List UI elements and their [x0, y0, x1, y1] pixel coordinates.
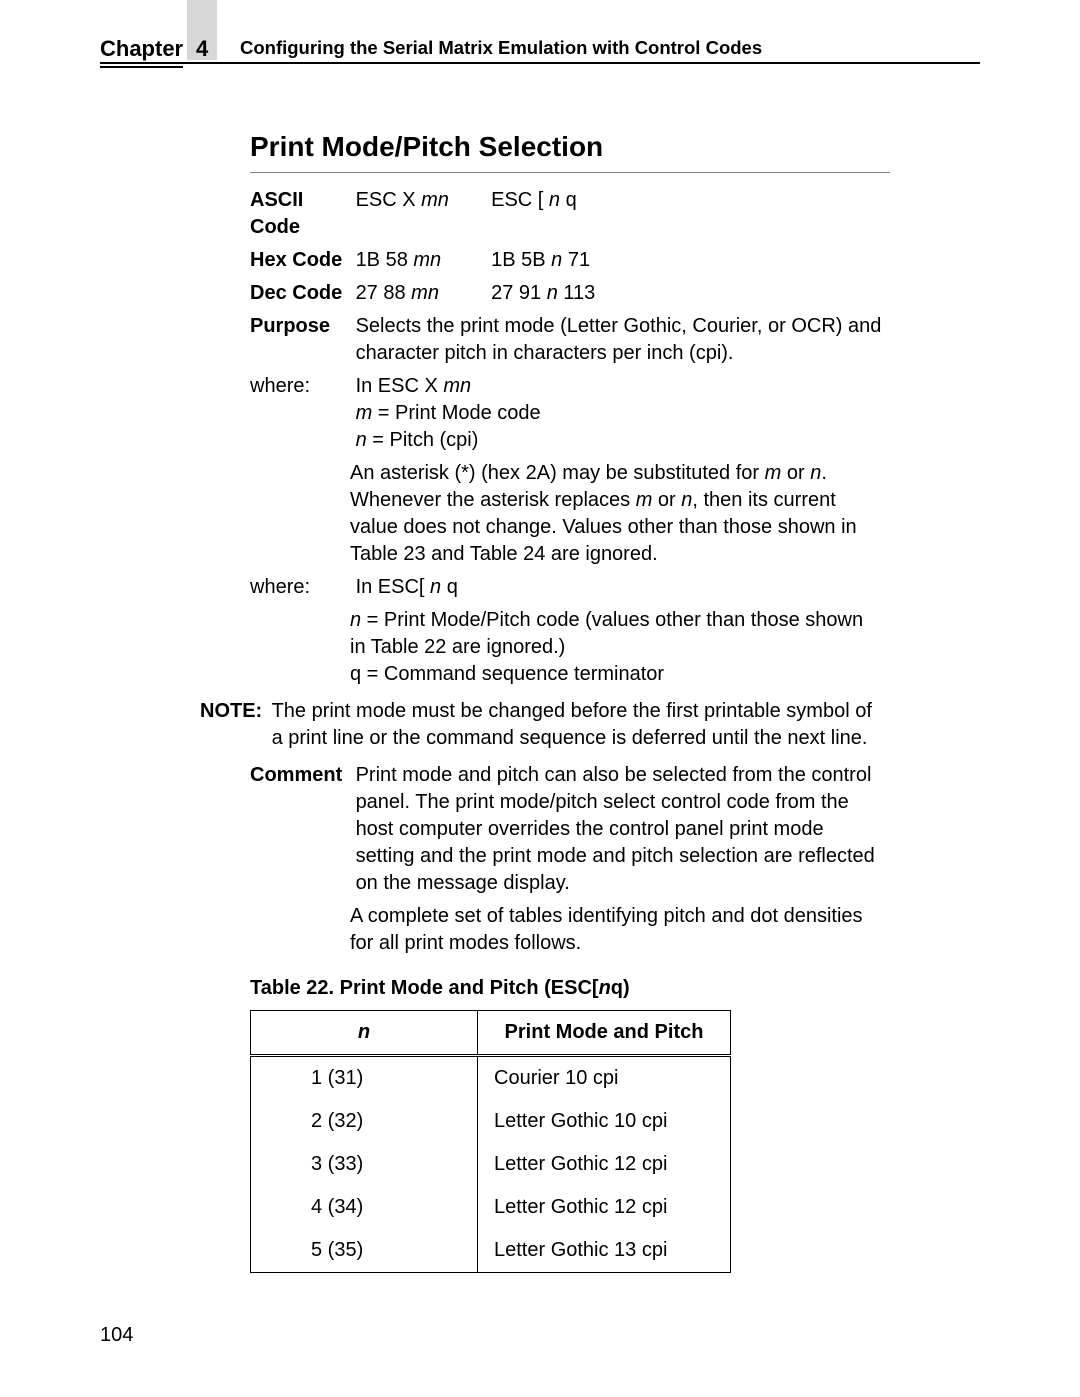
- dec-label: Dec Code: [250, 280, 350, 307]
- content-area: Print Mode/Pitch Selection ASCII Code ES…: [250, 128, 890, 1273]
- cell-n: 4 (34): [251, 1186, 478, 1229]
- ascii-col2: ESC [ n q: [491, 187, 577, 214]
- where2-label: where:: [250, 574, 350, 601]
- ascii-label: ASCII Code: [250, 187, 350, 241]
- comment-row: Comment Print mode and pitch can also be…: [250, 762, 890, 897]
- hex-label: Hex Code: [250, 247, 350, 274]
- section-title: Print Mode/Pitch Selection: [250, 128, 890, 166]
- hex-col2: 1B 5B n 71: [491, 247, 590, 274]
- where1-text: In ESC X mn m = Print Mode code n = Pitc…: [356, 373, 886, 454]
- table-22: n Print Mode and Pitch 1 (31) Courier 10…: [250, 1010, 731, 1273]
- purpose-label: Purpose: [250, 313, 350, 340]
- chapter-number: 4: [196, 34, 208, 64]
- cell-n: 3 (33): [251, 1143, 478, 1186]
- cell-n: 1 (31): [251, 1055, 478, 1100]
- note-text: The print mode must be changed before th…: [272, 698, 882, 752]
- table-row: 4 (34) Letter Gothic 12 cpi: [251, 1186, 731, 1229]
- table-row: 3 (33) Letter Gothic 12 cpi: [251, 1143, 731, 1186]
- table-22-header: n Print Mode and Pitch: [251, 1010, 731, 1055]
- page-number: 104: [100, 1322, 133, 1349]
- comment-label: Comment: [250, 762, 350, 789]
- where1-row: where: In ESC X mn m = Print Mode code n…: [250, 373, 890, 454]
- running-header: Chapter 4 Configuring the Serial Matrix …: [100, 32, 980, 64]
- hex-col1: 1B 58 mn: [356, 247, 486, 274]
- where2-text: In ESC[ n q: [356, 574, 886, 601]
- where2-row: where: In ESC[ n q: [250, 574, 890, 601]
- cell-n: 5 (35): [251, 1229, 478, 1273]
- th-mode: Print Mode and Pitch: [478, 1010, 731, 1055]
- cell-mode: Letter Gothic 12 cpi: [478, 1143, 731, 1186]
- page: Chapter 4 Configuring the Serial Matrix …: [0, 0, 1080, 1397]
- section-rule: [250, 172, 890, 173]
- note-row: NOTE: The print mode must be changed bef…: [200, 698, 890, 752]
- followup-text: A complete set of tables identifying pit…: [350, 903, 880, 957]
- cell-n: 2 (32): [251, 1100, 478, 1143]
- hex-code-row: Hex Code 1B 58 mn 1B 5B n 71: [250, 247, 890, 274]
- dec-col1: 27 88 mn: [356, 280, 486, 307]
- dec-col2: 27 91 n 113: [491, 280, 595, 307]
- comment-text: Print mode and pitch can also be selecte…: [356, 762, 886, 897]
- asterisk-note: An asterisk (*) (hex 2A) may be substitu…: [350, 460, 880, 568]
- cell-mode: Letter Gothic 13 cpi: [478, 1229, 731, 1273]
- note-label: NOTE:: [200, 698, 266, 725]
- table-22-caption: Table 22. Print Mode and Pitch (ESC[nq): [250, 975, 890, 1002]
- cell-mode: Letter Gothic 10 cpi: [478, 1100, 731, 1143]
- where2-detail: n = Print Mode/Pitch code (values other …: [350, 607, 880, 688]
- purpose-text: Selects the print mode (Letter Gothic, C…: [356, 313, 886, 367]
- purpose-row: Purpose Selects the print mode (Letter G…: [250, 313, 890, 367]
- header-title: Configuring the Serial Matrix Emulation …: [240, 36, 762, 61]
- ascii-col1: ESC X mn: [356, 187, 486, 214]
- th-n: n: [251, 1010, 478, 1055]
- cell-mode: Courier 10 cpi: [478, 1055, 731, 1100]
- table-row: 1 (31) Courier 10 cpi: [251, 1055, 731, 1100]
- cell-mode: Letter Gothic 12 cpi: [478, 1186, 731, 1229]
- table-row: 5 (35) Letter Gothic 13 cpi: [251, 1229, 731, 1273]
- chapter-label: Chapter: [100, 34, 183, 68]
- dec-code-row: Dec Code 27 88 mn 27 91 n 113: [250, 280, 890, 307]
- ascii-code-row: ASCII Code ESC X mn ESC [ n q: [250, 187, 890, 241]
- table-row: 2 (32) Letter Gothic 10 cpi: [251, 1100, 731, 1143]
- where1-label: where:: [250, 373, 350, 400]
